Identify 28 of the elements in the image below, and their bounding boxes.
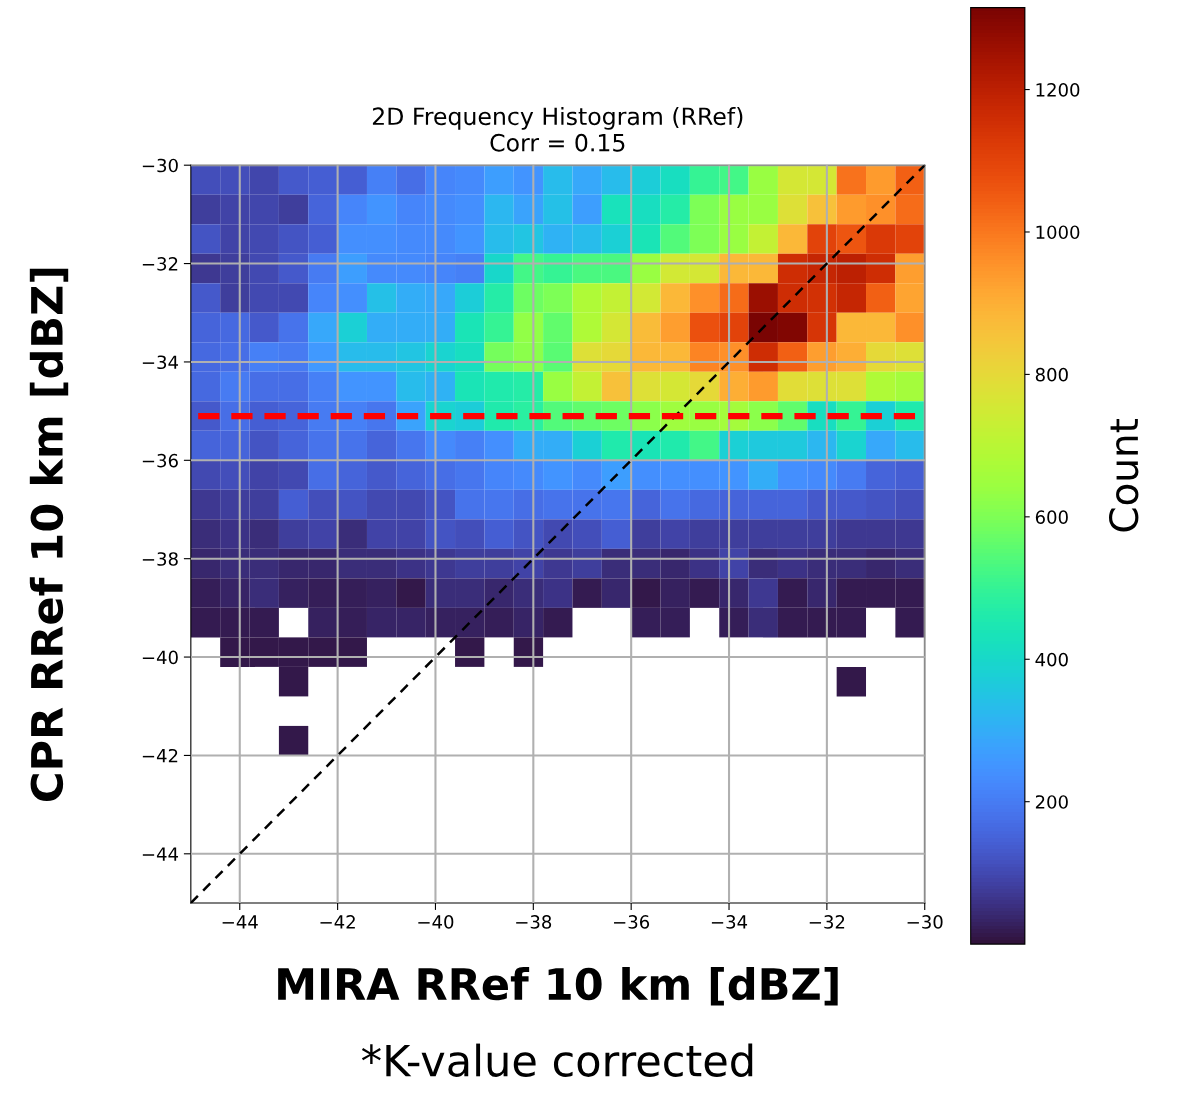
color-bar-label: 800 [1035,367,1068,382]
text: *K-value corrected [361,1043,753,1077]
color-bar-label: 600 [1035,510,1068,524]
y-tick-label: −36 [142,453,178,468]
y-tick-label: −40 [142,650,178,665]
chart-title: 2D Frequency Histogram (RRef) [372,106,743,130]
y-tick-label: −32 [142,257,178,271]
y-tick-label: −42 [142,748,178,763]
color-bar-label: 400 [1035,652,1068,667]
color-bar-label: 200 [1035,795,1068,809]
x-tick-label: −36 [614,915,650,929]
y-tick-label: −34 [142,355,179,370]
y-tick-label: −30 [142,158,178,173]
y-axis-title: CPR RRef 10 km [dBZ] [29,268,69,802]
x-tick-label: −44 [222,915,258,929]
x-axis-title: MIRA RRef 10 km [dBZ] [278,966,838,1006]
color-bar-label: 1000 [1036,225,1080,240]
x-tick-label: −32 [809,915,845,929]
x-tick-label: −40 [418,915,454,929]
color-bar-label: 1200 [1036,83,1080,97]
y-tick-label: −38 [142,552,178,566]
chart-subtitle: Corr = 0.15 [490,133,625,152]
color-bar-title: Count [1109,419,1139,532]
x-tick-label: −34 [711,915,748,929]
x-tick-label: −30 [907,915,943,929]
x-tick-label: −42 [320,915,355,929]
y-tick-label: −44 [142,847,179,861]
x-tick-label: −38 [516,915,552,929]
